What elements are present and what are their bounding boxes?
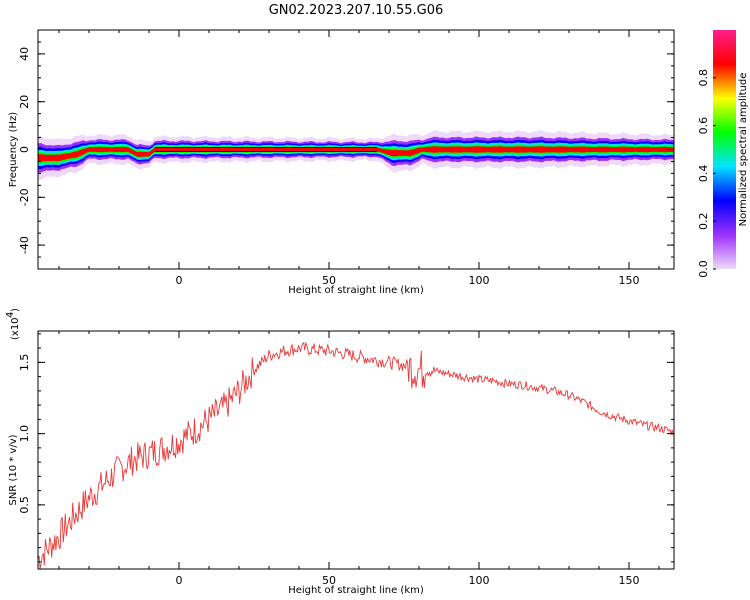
y-tick-label: 1.5 xyxy=(18,354,31,372)
colorbar-gradient xyxy=(713,30,736,269)
x-axis-label: Height of straight line (km) xyxy=(288,585,424,596)
x-tick-label: 0 xyxy=(176,574,183,587)
colorbar-tick-label: 0.2 xyxy=(697,212,710,230)
x-tick-label: 50 xyxy=(322,574,336,587)
spectrogram-ridge xyxy=(38,129,674,181)
colorbar-tick-label: 0.0 xyxy=(697,260,710,278)
colorbar-tick-label: 0.6 xyxy=(697,117,710,135)
colorbar-label: Normalized spectral amplitude xyxy=(738,73,749,227)
x-tick-label: 0 xyxy=(176,274,183,287)
colorbar-tick-label: 0.8 xyxy=(697,69,710,87)
y-multiplier-exponent: 4 xyxy=(5,312,16,318)
snr-plot: 0 50 100 150 0.5 1.0 1.5 Height of straight lin… xyxy=(5,308,675,596)
x-axis-label: Height of straight line (km) xyxy=(288,285,424,296)
y-tick-label: 0 xyxy=(18,146,31,153)
y-tick-label: -40 xyxy=(18,236,31,254)
snr-line xyxy=(38,341,674,569)
y-tick-label: -20 xyxy=(18,188,31,206)
bottom-plot-frame xyxy=(37,330,675,570)
y-tick-label: 40 xyxy=(18,47,31,61)
ridge-band-red xyxy=(38,146,674,162)
x-tick-label: 100 xyxy=(469,274,490,287)
x-tick-label: 50 xyxy=(322,274,336,287)
x-tick-label: 100 xyxy=(469,574,490,587)
y-tick-label: 0.5 xyxy=(18,496,31,514)
x-tick-label: 150 xyxy=(619,574,640,587)
spectrogram-plot: 0 50 100 150 -40 -20 0 20 40 Height of straight l… xyxy=(8,29,675,296)
chart-title: GN02.2023.207.10.55.G06 xyxy=(269,3,444,18)
y-multiplier-prefix: (x10 xyxy=(10,317,21,340)
y-axis-label: SNR (10 * v/v) xyxy=(8,434,19,505)
y-multiplier-suffix: ) xyxy=(10,308,21,312)
colorbar: 0.0 0.2 0.4 0.6 0.8 Normalized spectral ampli… xyxy=(697,30,749,278)
colorbar-tick-label: 0.4 xyxy=(697,165,710,183)
y-axis-label: Frequency (Hz) xyxy=(8,112,19,188)
y-tick-label: 20 xyxy=(18,95,31,109)
y-tick-label: 1.0 xyxy=(18,425,31,443)
x-tick-label: 150 xyxy=(619,274,640,287)
